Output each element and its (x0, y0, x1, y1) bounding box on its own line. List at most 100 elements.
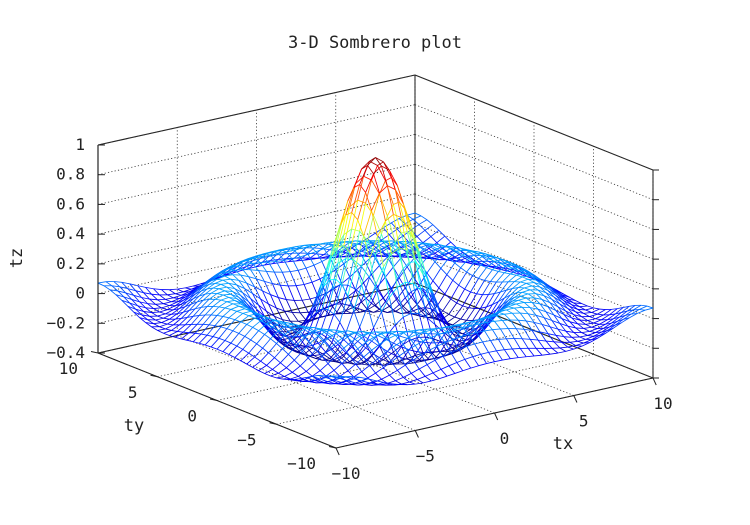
mesh-segment (301, 351, 309, 359)
mesh-segment (266, 365, 273, 370)
mesh-segment (117, 290, 126, 294)
mesh-segment (282, 341, 291, 350)
mesh-segment (551, 299, 561, 305)
mesh-segment (418, 308, 428, 318)
mesh-segment (462, 250, 471, 256)
mesh-segment (222, 279, 230, 284)
mesh-segment (351, 326, 361, 345)
mesh-segment (402, 262, 410, 269)
mesh-segment (288, 345, 297, 355)
mesh-segment (406, 266, 414, 277)
mesh-segment (363, 382, 370, 386)
mesh-segment (276, 376, 285, 379)
mesh-segment (220, 268, 229, 274)
mesh-segment (288, 246, 297, 249)
mesh-segment (220, 299, 227, 303)
mesh-segment (313, 261, 323, 266)
mesh-segment (365, 342, 372, 351)
mesh-segment (317, 244, 325, 250)
mesh-segment (202, 314, 212, 325)
mesh-segment (351, 200, 359, 230)
mesh-segment (226, 286, 235, 290)
mesh-segment (391, 383, 400, 386)
mesh-segment (248, 352, 255, 358)
mesh-segment (153, 308, 160, 313)
mesh-segment (335, 245, 345, 280)
mesh-segment (260, 261, 269, 264)
mesh-segment (456, 302, 463, 307)
mesh-segment (456, 257, 465, 263)
mesh-segment (277, 297, 285, 312)
mesh-segment (518, 297, 527, 301)
mesh-segment (256, 308, 265, 317)
mesh-segment (488, 293, 495, 295)
mesh-segment (297, 336, 307, 348)
mesh-segment (430, 334, 440, 338)
mesh-segment (420, 354, 428, 365)
mesh-segment (177, 324, 186, 332)
mesh-segment (563, 336, 572, 338)
mesh-segment (242, 310, 251, 314)
mesh-segment (601, 326, 610, 333)
mesh-segment (272, 369, 279, 374)
mesh-segment (258, 365, 267, 371)
mesh-segment (617, 307, 624, 310)
mesh-segment (577, 338, 586, 342)
mesh-segment (184, 316, 194, 326)
mesh-segment (490, 311, 499, 316)
mesh-segment (466, 335, 473, 345)
mesh-segment (296, 246, 303, 249)
mesh-segment (240, 360, 247, 365)
mesh-segment (258, 330, 265, 335)
mesh-segment (419, 359, 428, 361)
mesh-segment (565, 310, 574, 316)
mesh-segment (291, 312, 299, 322)
mesh-segment (226, 328, 233, 332)
mesh-segment (367, 306, 374, 328)
mesh-segment (432, 329, 440, 335)
mesh-segment (266, 271, 273, 284)
mesh-segment (508, 303, 517, 308)
mesh-segment (549, 326, 559, 330)
mesh-segment (377, 220, 386, 237)
mesh-segment (319, 332, 327, 338)
mesh-segment (516, 291, 523, 294)
mesh-segment (389, 286, 398, 298)
mesh-segment (432, 327, 442, 331)
mesh-segment (216, 348, 224, 353)
mesh-segment (432, 372, 440, 380)
mesh-segment (393, 351, 400, 363)
mesh-segment (629, 313, 638, 319)
mesh-segment (539, 286, 549, 291)
mesh-segment (466, 308, 475, 321)
mesh-segment (468, 253, 477, 259)
mesh-segment (524, 285, 533, 289)
mesh-segment (462, 367, 471, 372)
mesh-segment (535, 348, 543, 356)
mesh-segment (294, 247, 303, 251)
mesh-segment (393, 341, 402, 348)
mesh-segment (444, 280, 454, 295)
mesh-segment (294, 378, 303, 382)
mesh-segment (188, 323, 198, 334)
mesh-segment (494, 359, 503, 363)
mesh-segment (422, 253, 432, 259)
mesh-segment (511, 312, 519, 321)
mesh-segment (266, 270, 275, 273)
mesh-segment (153, 288, 160, 296)
mesh-segment (244, 288, 251, 299)
mesh-segment (539, 303, 549, 308)
mesh-segment (293, 252, 301, 259)
mesh-segment (345, 212, 352, 216)
mesh-segment (492, 301, 499, 305)
mesh-segment (319, 363, 329, 371)
mesh-segment (331, 342, 339, 350)
mesh-segment (309, 342, 317, 350)
mesh-segment (402, 306, 410, 313)
mesh-segment (252, 293, 261, 300)
mesh-segment (216, 315, 223, 317)
mesh-segment (416, 230, 426, 237)
mesh-segment (587, 335, 594, 337)
mesh-segment (276, 307, 285, 312)
mesh-segment (573, 314, 582, 318)
